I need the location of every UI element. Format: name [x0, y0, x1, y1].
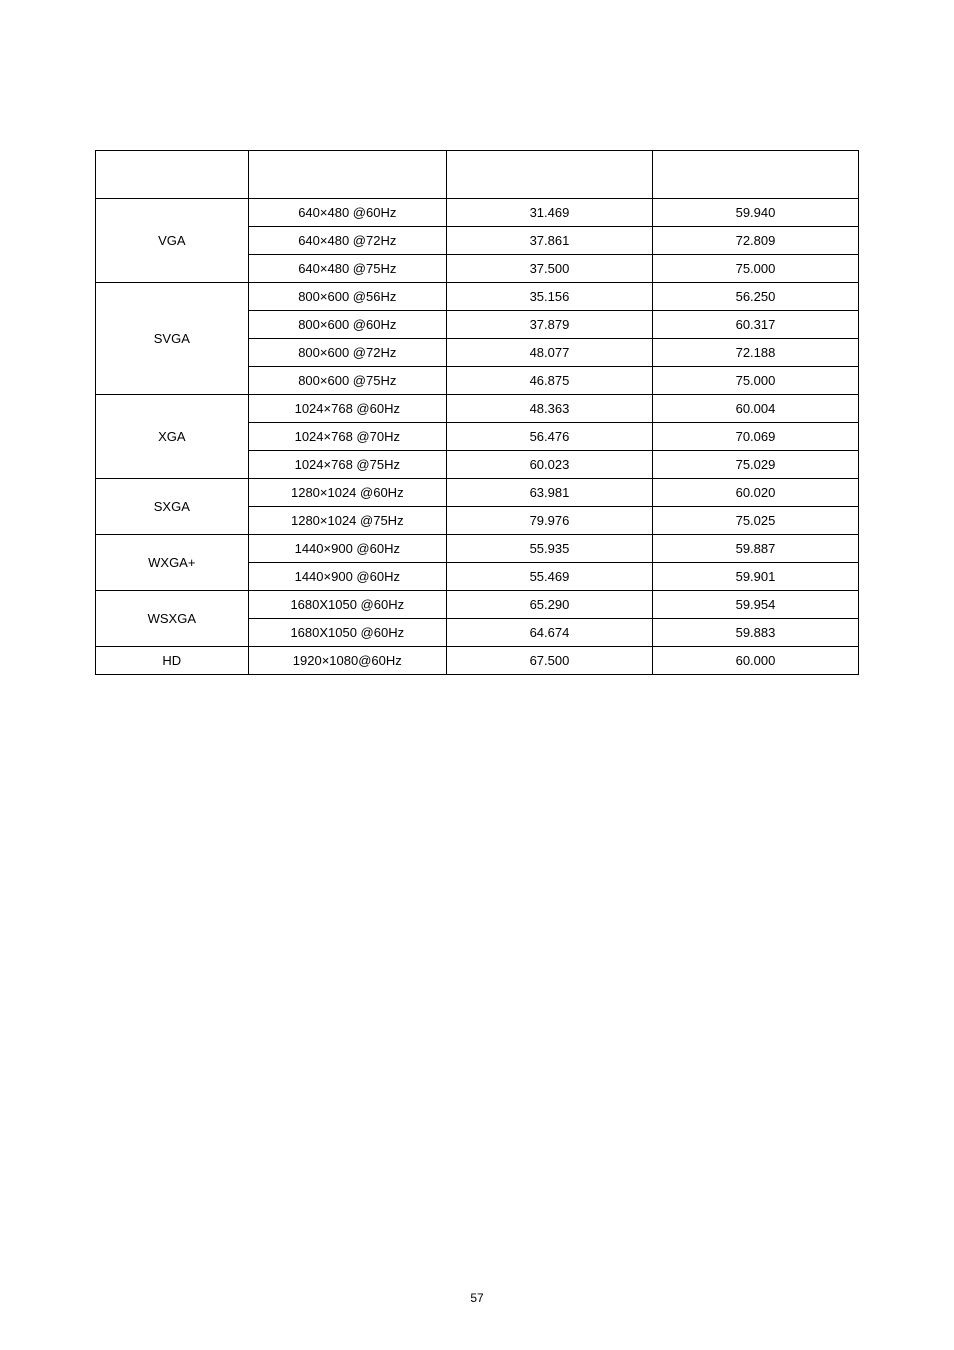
header-cell: [248, 151, 446, 199]
header-cell: [446, 151, 652, 199]
hfreq-cell: 60.023: [446, 451, 652, 479]
resolution-cell: 1440×900 @60Hz: [248, 535, 446, 563]
vfreq-cell: 59.940: [652, 199, 858, 227]
vfreq-cell: 59.883: [652, 619, 858, 647]
hfreq-cell: 48.077: [446, 339, 652, 367]
page: VGA640×480 @60Hz31.46959.940640×480 @72H…: [0, 0, 954, 1350]
resolution-cell: 1440×900 @60Hz: [248, 563, 446, 591]
vfreq-cell: 75.000: [652, 367, 858, 395]
vfreq-cell: 72.188: [652, 339, 858, 367]
table-row: VGA640×480 @60Hz31.46959.940: [96, 199, 859, 227]
mode-cell: WSXGA: [96, 591, 249, 647]
mode-cell: SXGA: [96, 479, 249, 535]
resolution-cell: 1680X1050 @60Hz: [248, 591, 446, 619]
hfreq-cell: 55.935: [446, 535, 652, 563]
mode-cell: WXGA+: [96, 535, 249, 591]
vfreq-cell: 60.020: [652, 479, 858, 507]
hfreq-cell: 56.476: [446, 423, 652, 451]
hfreq-cell: 37.879: [446, 311, 652, 339]
mode-cell: VGA: [96, 199, 249, 283]
mode-cell: XGA: [96, 395, 249, 479]
resolution-cell: 640×480 @75Hz: [248, 255, 446, 283]
table-row: SXGA1280×1024 @60Hz63.98160.020: [96, 479, 859, 507]
hfreq-cell: 37.861: [446, 227, 652, 255]
hfreq-cell: 63.981: [446, 479, 652, 507]
hfreq-cell: 79.976: [446, 507, 652, 535]
table-row: WSXGA1680X1050 @60Hz65.29059.954: [96, 591, 859, 619]
vfreq-cell: 60.317: [652, 311, 858, 339]
hfreq-cell: 48.363: [446, 395, 652, 423]
vfreq-cell: 56.250: [652, 283, 858, 311]
hfreq-cell: 67.500: [446, 647, 652, 675]
table-header-row: [96, 151, 859, 199]
vfreq-cell: 75.029: [652, 451, 858, 479]
vfreq-cell: 59.954: [652, 591, 858, 619]
table-row: SVGA800×600 @56Hz35.15656.250: [96, 283, 859, 311]
hfreq-cell: 46.875: [446, 367, 652, 395]
hfreq-cell: 55.469: [446, 563, 652, 591]
vfreq-cell: 60.004: [652, 395, 858, 423]
table-row: WXGA+1440×900 @60Hz55.93559.887: [96, 535, 859, 563]
hfreq-cell: 65.290: [446, 591, 652, 619]
resolution-table: VGA640×480 @60Hz31.46959.940640×480 @72H…: [95, 150, 859, 675]
resolution-cell: 800×600 @72Hz: [248, 339, 446, 367]
vfreq-cell: 60.000: [652, 647, 858, 675]
vfreq-cell: 59.901: [652, 563, 858, 591]
resolution-cell: 1680X1050 @60Hz: [248, 619, 446, 647]
hfreq-cell: 37.500: [446, 255, 652, 283]
vfreq-cell: 72.809: [652, 227, 858, 255]
hfreq-cell: 64.674: [446, 619, 652, 647]
hfreq-cell: 31.469: [446, 199, 652, 227]
table-row: HD1920×1080@60Hz67.50060.000: [96, 647, 859, 675]
vfreq-cell: 75.025: [652, 507, 858, 535]
resolution-cell: 1280×1024 @75Hz: [248, 507, 446, 535]
resolution-cell: 1280×1024 @60Hz: [248, 479, 446, 507]
mode-cell: SVGA: [96, 283, 249, 395]
page-number: 57: [0, 1291, 954, 1305]
resolution-cell: 640×480 @72Hz: [248, 227, 446, 255]
resolution-cell: 640×480 @60Hz: [248, 199, 446, 227]
resolution-cell: 1024×768 @70Hz: [248, 423, 446, 451]
mode-cell: HD: [96, 647, 249, 675]
vfreq-cell: 59.887: [652, 535, 858, 563]
header-cell: [96, 151, 249, 199]
resolution-cell: 1920×1080@60Hz: [248, 647, 446, 675]
resolution-cell: 1024×768 @60Hz: [248, 395, 446, 423]
resolution-cell: 800×600 @56Hz: [248, 283, 446, 311]
table-row: XGA1024×768 @60Hz48.36360.004: [96, 395, 859, 423]
vfreq-cell: 75.000: [652, 255, 858, 283]
hfreq-cell: 35.156: [446, 283, 652, 311]
resolution-cell: 1024×768 @75Hz: [248, 451, 446, 479]
resolution-cell: 800×600 @60Hz: [248, 311, 446, 339]
resolution-cell: 800×600 @75Hz: [248, 367, 446, 395]
vfreq-cell: 70.069: [652, 423, 858, 451]
header-cell: [652, 151, 858, 199]
